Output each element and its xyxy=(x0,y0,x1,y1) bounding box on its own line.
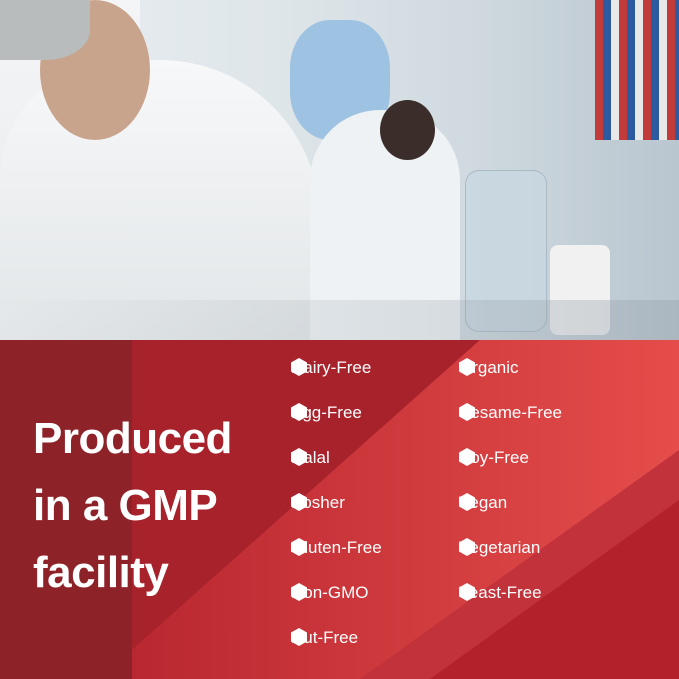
feature-item: Kosher xyxy=(291,493,345,513)
hexagon-bullet-icon xyxy=(459,358,475,376)
feature-label: Egg-Free xyxy=(291,403,362,422)
hexagon-bullet-icon xyxy=(459,583,475,601)
feature-label: Sesame-Free xyxy=(459,403,562,422)
feature-item: Nut-Free xyxy=(291,628,358,648)
feature-item: Halal xyxy=(291,448,330,468)
panel-background xyxy=(0,340,679,679)
feature-label: Non-GMO xyxy=(291,583,369,602)
headline-line: Produced xyxy=(33,414,232,463)
feature-item: Sesame-Free xyxy=(459,403,562,423)
feature-item: Soy-Free xyxy=(459,448,529,468)
hexagon-bullet-icon xyxy=(291,628,307,646)
feature-item: Non-GMO xyxy=(291,583,368,603)
feature-item: Dairy-Free xyxy=(291,358,371,378)
hexagon-bullet-icon xyxy=(291,358,307,376)
feature-item: Gluten-Free xyxy=(291,538,382,558)
feature-label: Nut-Free xyxy=(291,628,359,647)
feature-label: Yeast-Free xyxy=(459,583,542,602)
hexagon-bullet-icon xyxy=(291,493,307,511)
headline: Produced in a GMP facility xyxy=(33,405,232,606)
hexagon-bullet-icon xyxy=(291,448,307,466)
hexagon-bullet-icon xyxy=(459,493,475,511)
hexagon-bullet-icon xyxy=(459,538,475,556)
feature-label: Gluten-Free xyxy=(291,538,382,557)
hexagon-bullet-icon xyxy=(459,403,475,421)
headline-line: in a GMP xyxy=(33,481,218,530)
feature-item: Yeast-Free xyxy=(459,583,542,603)
hexagon-bullet-icon xyxy=(459,448,475,466)
feature-panel: Produced in a GMP facility Dairy-Free Egg… xyxy=(0,340,679,679)
feature-item: Vegan xyxy=(459,493,507,513)
hexagon-bullet-icon xyxy=(291,403,307,421)
hexagon-bullet-icon xyxy=(291,583,307,601)
feature-label: Soy-Free xyxy=(459,448,529,467)
feature-item: Vegetarian xyxy=(459,538,540,558)
hexagon-bullet-icon xyxy=(291,538,307,556)
lab-photo xyxy=(0,0,679,340)
headline-line: facility xyxy=(33,548,169,597)
feature-item: Organic xyxy=(459,358,519,378)
feature-item: Egg-Free xyxy=(291,403,362,423)
feature-label: Dairy-Free xyxy=(291,358,372,377)
feature-label: Vegetarian xyxy=(459,538,541,557)
